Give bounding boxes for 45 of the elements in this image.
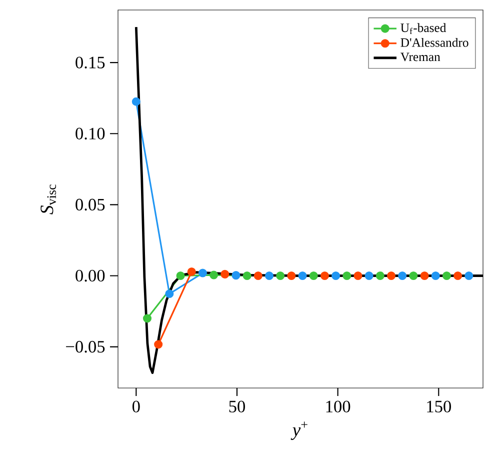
point [409, 271, 418, 280]
point [464, 271, 474, 280]
point [376, 271, 384, 280]
point [386, 271, 396, 280]
x-tick-label: 0 [132, 400, 140, 412]
point [320, 271, 329, 280]
point [176, 271, 185, 280]
point [442, 271, 451, 280]
y-tick-label: 0.15 [76, 56, 105, 68]
legend-label: D'Alessandro [400, 38, 468, 47]
y-axis-title: S$_{visc}$ [40, 184, 56, 214]
point [309, 271, 318, 280]
point [287, 271, 296, 280]
point [454, 271, 462, 280]
point [364, 271, 374, 280]
x-tick-label: 150 [427, 400, 451, 412]
x-tick-label: 100 [326, 400, 350, 412]
point [276, 271, 285, 280]
x-axis-title: y$^{+}$ [290, 422, 308, 440]
legend-label: U$_{f}$-based [400, 23, 446, 34]
point [420, 271, 429, 280]
point [298, 271, 307, 280]
point [132, 97, 140, 106]
point [232, 271, 240, 280]
point [398, 271, 407, 280]
y-tick-label: 0.05 [76, 198, 105, 211]
point [242, 271, 252, 280]
point [142, 314, 152, 323]
point [165, 290, 174, 298]
point [220, 270, 230, 278]
point [354, 271, 362, 280]
point [254, 271, 262, 280]
point [264, 271, 274, 280]
point [342, 271, 352, 280]
y-tick-label: 0.00 [76, 270, 105, 282]
y-tick-label: −0.05 [66, 340, 105, 353]
point [198, 268, 207, 278]
point [431, 271, 440, 280]
point [187, 267, 196, 276]
point [210, 270, 218, 280]
y-tick-label: 0.10 [76, 128, 105, 140]
legend-label: Vreman [400, 52, 440, 62]
point [332, 271, 340, 280]
point [154, 340, 163, 349]
x-tick-label: 50 [229, 400, 245, 412]
